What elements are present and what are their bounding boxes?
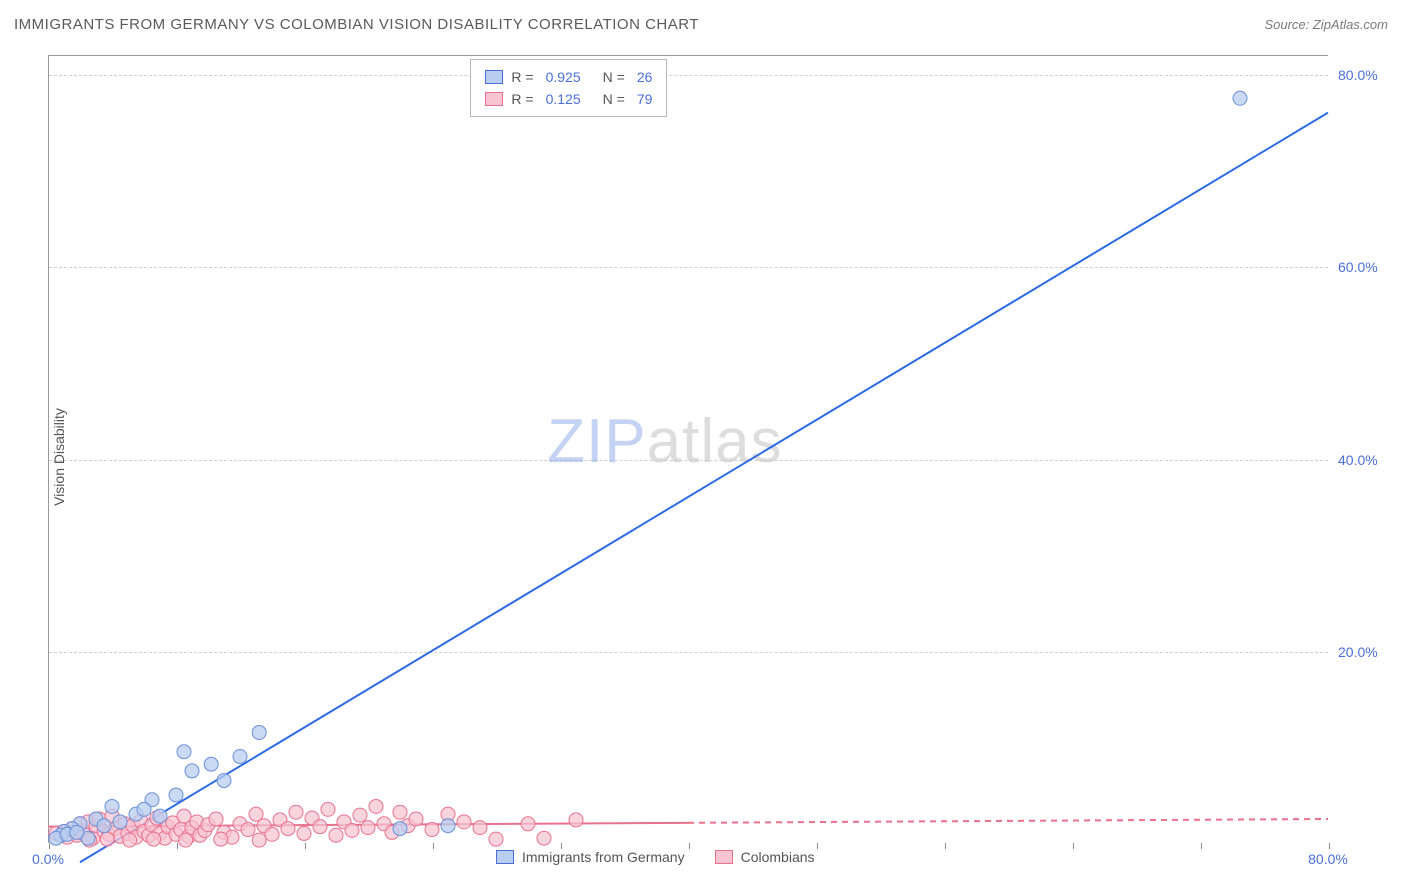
gridline <box>49 267 1328 268</box>
x-tick <box>177 843 178 849</box>
y-tick-label: 60.0% <box>1338 259 1388 275</box>
legend-n-label: N = <box>603 91 625 107</box>
legend-n-label: N = <box>603 69 625 85</box>
x-tick <box>1073 843 1074 849</box>
series-legend-item: Colombians <box>715 849 815 865</box>
chart-header: IMMIGRANTS FROM GERMANY VS COLOMBIAN VIS… <box>0 0 1406 48</box>
chart-title: IMMIGRANTS FROM GERMANY VS COLOMBIAN VIS… <box>14 16 699 33</box>
legend-swatch <box>485 92 503 106</box>
gridline <box>49 652 1328 653</box>
source-attribution: Source: ZipAtlas.com <box>1264 17 1388 32</box>
legend-n-value: 79 <box>637 91 653 107</box>
x-tick <box>945 843 946 849</box>
gridline <box>49 460 1328 461</box>
legend-r-label: R = <box>511 91 533 107</box>
y-tick-label: 40.0% <box>1338 452 1388 468</box>
x-tick <box>1329 843 1330 849</box>
series-legend-item: Immigrants from Germany <box>496 849 685 865</box>
series-legend-label: Immigrants from Germany <box>522 849 685 865</box>
x-tick <box>305 843 306 849</box>
y-tick-label: 20.0% <box>1338 644 1388 660</box>
legend-swatch <box>496 850 514 864</box>
legend-row: R = 0.125 N = 79 <box>485 88 652 110</box>
x-tick <box>433 843 434 849</box>
correlation-legend: R = 0.925 N = 26 R = 0.125 N = 79 <box>470 59 667 117</box>
y-axis-label: Vision Disability <box>51 408 67 506</box>
x-origin-label: 0.0% <box>32 851 64 867</box>
gridline <box>49 75 1328 76</box>
legend-r-label: R = <box>511 69 533 85</box>
legend-r-value: 0.125 <box>546 91 581 107</box>
x-end-label: 80.0% <box>1308 851 1348 867</box>
series-legend: Immigrants from Germany Colombians <box>496 849 815 865</box>
x-tick <box>1201 843 1202 849</box>
legend-swatch <box>715 850 733 864</box>
legend-r-value: 0.925 <box>546 69 581 85</box>
legend-n-value: 26 <box>637 69 653 85</box>
series-legend-label: Colombians <box>741 849 815 865</box>
legend-swatch <box>485 70 503 84</box>
legend-row: R = 0.925 N = 26 <box>485 66 652 88</box>
plot-area: 20.0%40.0%60.0%80.0% <box>48 55 1328 843</box>
x-tick <box>817 843 818 849</box>
x-tick <box>49 843 50 849</box>
y-tick-label: 80.0% <box>1338 67 1388 83</box>
